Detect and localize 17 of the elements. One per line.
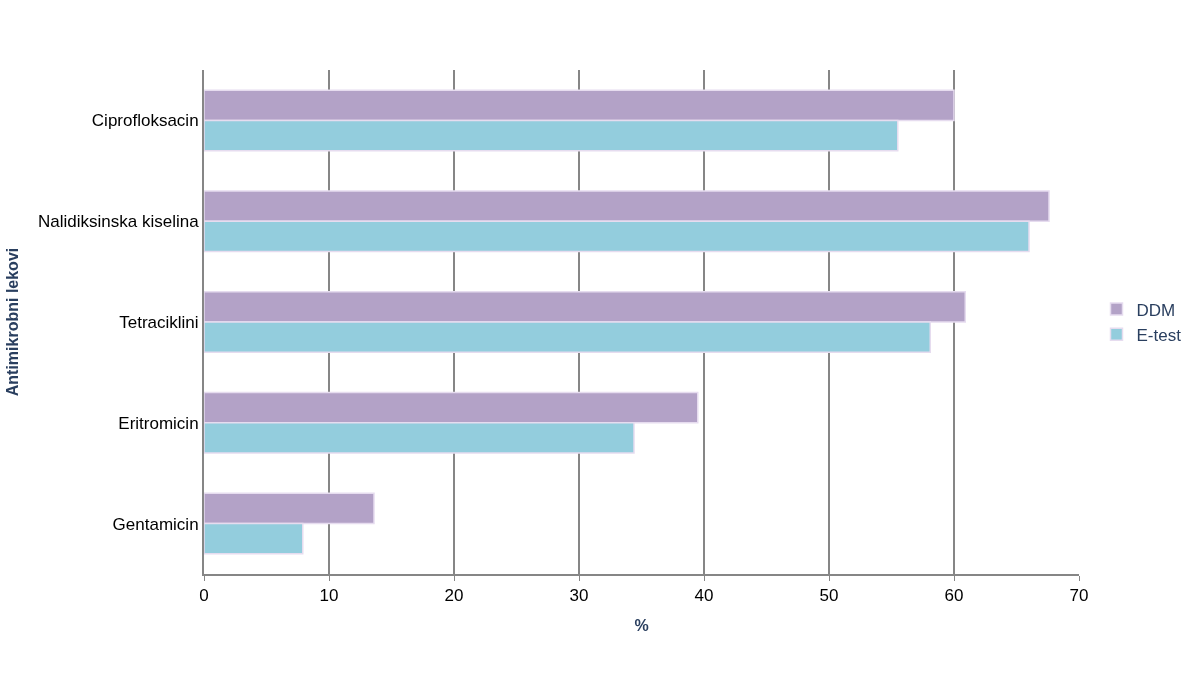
x-tick-label: 20	[444, 586, 464, 606]
x-tick-label: 50	[819, 586, 839, 606]
x-axis-title: %	[634, 616, 649, 634]
y-tick-label: Nalidiksinska kiselina	[37, 212, 200, 232]
x-tick-label: 10	[319, 586, 339, 606]
legend-label: DDM	[1136, 300, 1176, 320]
x-tick-label: 60	[944, 586, 964, 606]
y-tick-label: Tetraciklini	[119, 312, 199, 332]
x-tick-label: 30	[569, 586, 589, 606]
legend-label: E-test	[1136, 325, 1182, 345]
y-tick-label: Gentamicin	[112, 514, 199, 534]
y-tick-label: Eritromicin	[118, 413, 199, 433]
y-axis-title: Antimikrobni lekovi	[4, 247, 22, 397]
x-tick-label: 0	[199, 586, 209, 606]
x-tick-label: 40	[694, 586, 714, 606]
y-tick-label: Ciprofloksacin	[91, 111, 199, 131]
x-tick-label: 70	[1069, 586, 1089, 606]
